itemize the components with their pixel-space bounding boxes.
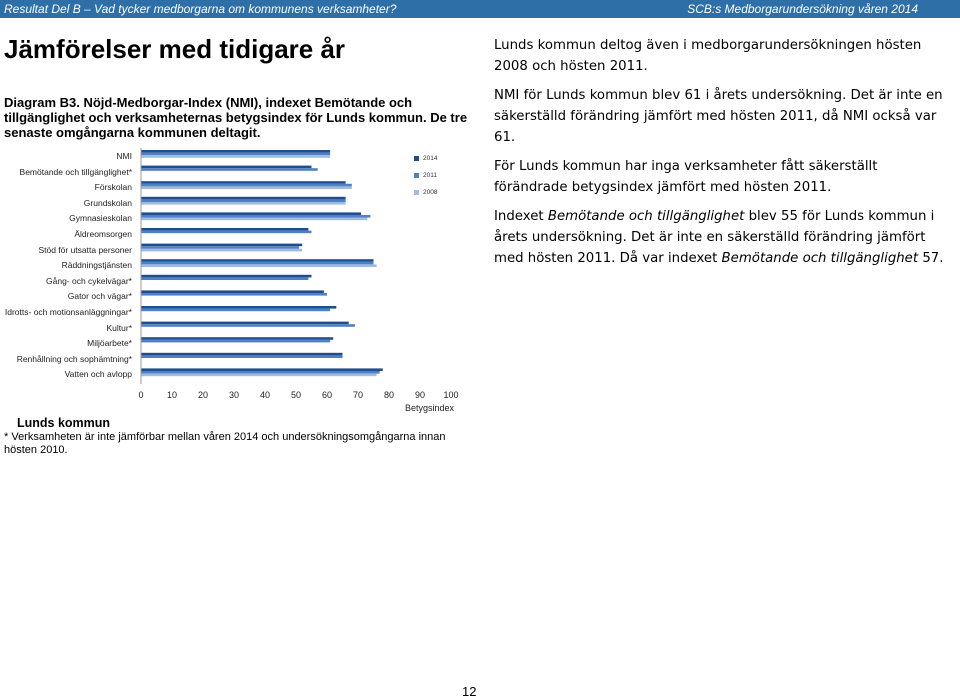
bar-2014 (141, 165, 312, 169)
bar-2014 (141, 243, 303, 247)
bar-2008 (141, 155, 331, 158)
emphasis: Bemötande och tillgänglighet (721, 251, 919, 266)
category-labels: NMI Bemötande och tillgänglighet* Förskola… (0, 144, 132, 384)
emphasis: Bemötande och tillgänglighet (547, 209, 745, 224)
category-label: Räddningstjänsten (61, 260, 132, 271)
bar-2011 (141, 246, 300, 249)
bar-2014 (141, 181, 346, 184)
category-label: Miljöarbete* (87, 338, 132, 349)
x-tick-label: 100 (443, 390, 458, 400)
category-label: Kultur* (106, 322, 132, 333)
legend-swatch (414, 173, 419, 178)
bar-2014 (141, 274, 312, 278)
category-label: Grundskolan (83, 197, 132, 208)
category-label: Idrotts- och motionsanläggningar* (4, 307, 132, 317)
text-run: Indexet (494, 209, 548, 224)
legend-swatch (414, 156, 419, 161)
chart-plot: 0 10 20 30 40 50 60 70 80 90 100 (138, 148, 459, 400)
bar-2011 (141, 324, 355, 327)
diagram-caption: Diagram B3. Nöjd-Medborgar-Index (NMI), … (4, 95, 468, 140)
x-axis-title: Betygsindex (405, 403, 455, 413)
bar-chart: NMI Bemötande och tillgänglighet* Förskola… (0, 144, 480, 419)
paragraph: För Lunds kommun har inga verksamheter f… (494, 159, 878, 195)
page-header: Resultat Del B – Vad tycker medborgarna … (0, 0, 960, 18)
header-left-text: Resultat Del B – Vad tycker medborgarna … (4, 2, 397, 16)
category-label: Bemötande och tillgänglighet* (19, 166, 132, 177)
bar-2011 (141, 168, 318, 171)
bar-2008 (141, 373, 377, 377)
bar-2014 (141, 290, 324, 293)
bar-2008 (141, 217, 368, 221)
category-label: Förskolan (94, 182, 132, 193)
page-number: 12 (462, 684, 477, 699)
x-tick-label: 0 (138, 390, 143, 400)
bar-2011 (141, 293, 327, 296)
x-tick-label: 60 (322, 390, 332, 400)
category-label: Renhållning och sophämtning* (16, 353, 132, 364)
category-label: Stöd för utsatta personer (38, 244, 132, 255)
legend-label: 2014 (423, 155, 438, 162)
body-text: Lunds kommun deltog även i medborgarunde… (494, 35, 954, 277)
page-title: Jämförelser med tidigare år (4, 34, 346, 64)
bar-2011 (141, 277, 309, 280)
x-tick-label: 20 (198, 390, 208, 400)
bar-2011 (141, 355, 343, 358)
bar-2011 (141, 230, 312, 234)
bar-2011 (141, 261, 374, 265)
paragraph: NMI för Lunds kommun blev 61 i årets und… (494, 88, 943, 145)
x-tick-label: 70 (353, 390, 363, 400)
bar-2011 (141, 199, 346, 202)
bar-2014 (141, 306, 337, 309)
category-label: NMI (116, 151, 132, 161)
bar-2014 (141, 259, 374, 262)
bar-2014 (141, 196, 346, 200)
bar-2014 (141, 352, 343, 356)
bar-2014 (141, 321, 349, 325)
x-tick-label: 90 (415, 390, 425, 400)
x-tick-label: 80 (384, 390, 394, 400)
bar-2014 (141, 228, 309, 231)
category-label: Gator och vägar* (67, 291, 132, 302)
category-label: Gymnasieskolan (69, 213, 132, 224)
legend-label: 2008 (423, 189, 438, 196)
bar-2014 (141, 337, 334, 340)
legend-item: 2011 (414, 167, 437, 184)
legend-label: 2011 (423, 172, 437, 179)
category-label: Gång- och cykelvägar* (46, 275, 132, 286)
bar-2011 (141, 339, 331, 343)
bar-2014 (141, 150, 331, 153)
paragraph: Lunds kommun deltog även i medborgarunde… (494, 38, 922, 74)
x-tick-label: 50 (291, 390, 301, 400)
bar-2008 (141, 186, 352, 189)
bar-2008 (141, 202, 346, 205)
chart-source: Lunds kommun (17, 416, 111, 430)
x-tick-label: 30 (229, 390, 239, 400)
text-run: 57. (918, 251, 944, 266)
bar-2011 (141, 371, 380, 374)
legend-item: 2014 (414, 150, 437, 167)
chart-footnote: * Verksamheten är inte jämförbar mellan … (4, 431, 446, 456)
bar-2011 (141, 183, 352, 187)
bar-2014 (141, 212, 362, 215)
legend-swatch (414, 190, 419, 195)
bar-2011 (141, 308, 331, 312)
text-run: blev 55 för Lunds kommun i årets undersö… (494, 209, 935, 266)
x-tick-label: 10 (167, 390, 177, 400)
header-right-text: SCB:s Medborgarundersökning våren 2014 (687, 2, 918, 16)
bar-2008 (141, 248, 303, 252)
bar-2008 (141, 264, 377, 267)
chart-legend: 2014 2011 2008 (414, 150, 437, 201)
paragraph: Indexet Bemötande och tillgänglighet ble… (494, 206, 954, 269)
bar-2011 (141, 152, 331, 156)
category-label: Äldreomsorgen (74, 229, 132, 239)
bar-2011 (141, 215, 371, 218)
bar-2014 (141, 368, 383, 371)
category-label: Vatten och avlopp (64, 369, 132, 380)
legend-item: 2008 (414, 184, 437, 201)
x-tick-label: 40 (260, 390, 270, 400)
